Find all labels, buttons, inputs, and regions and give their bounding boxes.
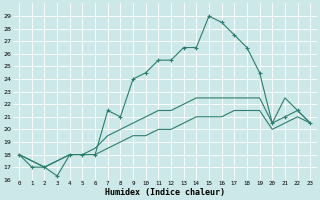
- X-axis label: Humidex (Indice chaleur): Humidex (Indice chaleur): [105, 188, 225, 197]
